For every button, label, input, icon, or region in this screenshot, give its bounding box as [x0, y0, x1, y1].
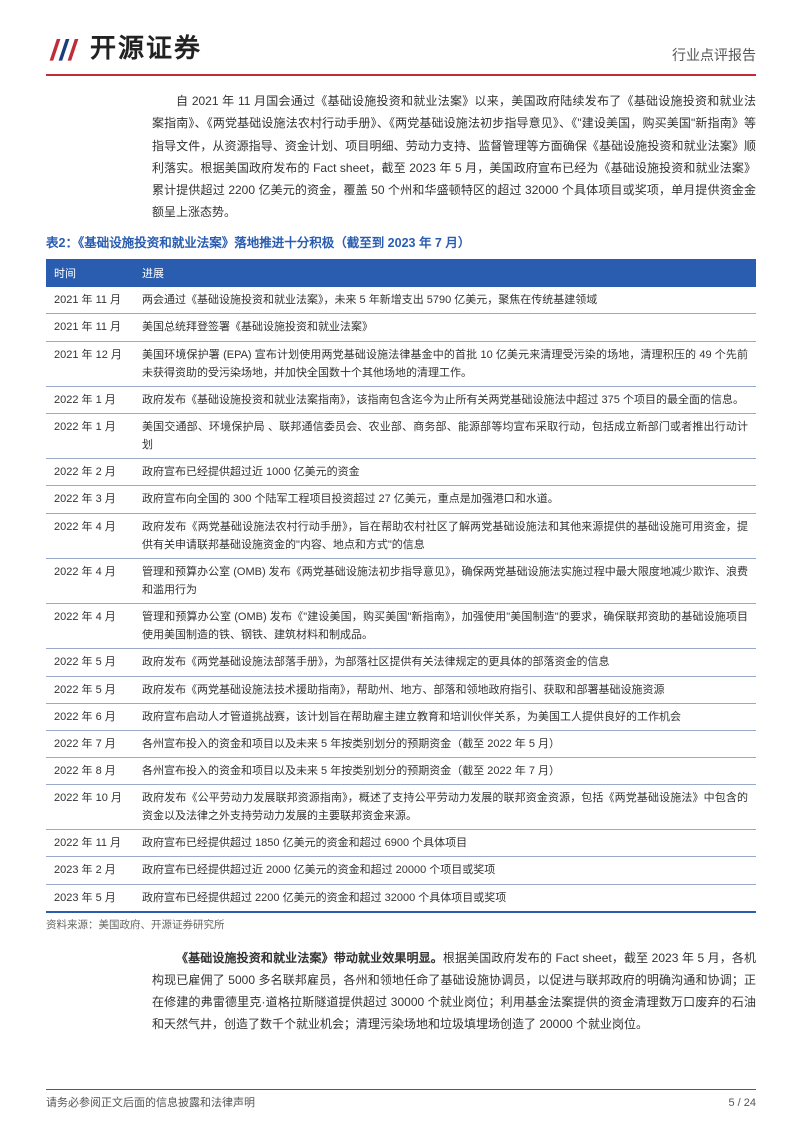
cell-time: 2022 年 2 月: [46, 459, 134, 486]
cell-time: 2022 年 4 月: [46, 558, 134, 603]
cell-progress: 各州宣布投入的资金和项目以及未来 5 年按类别划分的预期资金（截至 2022 年…: [134, 757, 756, 784]
cell-progress: 政府宣布已经提供超过近 2000 亿美元的资金和超过 20000 个项目或奖项: [134, 857, 756, 884]
table-header-row: 时间 进展: [46, 260, 756, 288]
table-row: 2022 年 2 月政府宣布已经提供超过近 1000 亿美元的资金: [46, 459, 756, 486]
cell-time: 2022 年 1 月: [46, 386, 134, 413]
cell-progress: 各州宣布投入的资金和项目以及未来 5 年按类别划分的预期资金（截至 2022 年…: [134, 730, 756, 757]
footer-page-number: 5 / 24: [728, 1094, 756, 1113]
cell-progress: 政府发布《两党基础设施法技术援助指南》，帮助州、地方、部落和领地政府指引、获取和…: [134, 676, 756, 703]
table-source: 资料来源：美国政府、开源证券研究所: [46, 917, 756, 935]
table-row: 2021 年 12 月美国环境保护署 (EPA) 宣布计划使用两党基础设施法律基…: [46, 341, 756, 386]
table-title: 表2：《基础设施投资和就业法案》落地推进十分积极（截至到 2023 年 7 月）: [46, 233, 756, 254]
cell-progress: 政府宣布已经提供超过近 1000 亿美元的资金: [134, 459, 756, 486]
table-row: 2022 年 4 月管理和预算办公室 (OMB) 发布《两党基础设施法初步指导意…: [46, 558, 756, 603]
cell-progress: 管理和预算办公室 (OMB) 发布《"建设美国，购买美国"新指南》，加强使用"美…: [134, 604, 756, 649]
cell-time: 2022 年 4 月: [46, 513, 134, 558]
cell-time: 2022 年 11 月: [46, 830, 134, 857]
cell-time: 2022 年 10 月: [46, 785, 134, 830]
table-row: 2022 年 1 月政府发布《基础设施投资和就业法案指南》，该指南包含迄今为止所…: [46, 386, 756, 413]
footer-disclaimer: 请务必参阅正文后面的信息披露和法律声明: [46, 1094, 255, 1113]
table-row: 2022 年 4 月管理和预算办公室 (OMB) 发布《"建设美国，购买美国"新…: [46, 604, 756, 649]
progress-table: 时间 进展 2021 年 11 月两会通过《基础设施投资和就业法案》，未来 5 …: [46, 259, 756, 913]
cell-progress: 美国交通部、环境保护局 、联邦通信委员会、农业部、商务部、能源部等均宣布采取行动…: [134, 413, 756, 458]
table-row: 2022 年 6 月政府宣布启动人才管道挑战赛，该计划旨在帮助雇主建立教育和培训…: [46, 703, 756, 730]
cell-time: 2022 年 6 月: [46, 703, 134, 730]
page-header: 开源证券 行业点评报告: [46, 26, 756, 76]
cell-time: 2022 年 3 月: [46, 486, 134, 513]
cell-progress: 政府发布《两党基础设施法部落手册》，为部落社区提供有关法律规定的更具体的部落资金…: [134, 649, 756, 676]
cell-time: 2022 年 1 月: [46, 413, 134, 458]
cell-time: 2021 年 12 月: [46, 341, 134, 386]
table-row: 2023 年 2 月政府宣布已经提供超过近 2000 亿美元的资金和超过 200…: [46, 857, 756, 884]
cell-progress: 美国环境保护署 (EPA) 宣布计划使用两党基础设施法律基金中的首批 10 亿美…: [134, 341, 756, 386]
cell-time: 2022 年 4 月: [46, 604, 134, 649]
cell-time: 2023 年 5 月: [46, 884, 134, 912]
table-row: 2022 年 4 月政府发布《两党基础设施法农村行动手册》，旨在帮助农村社区了解…: [46, 513, 756, 558]
cell-time: 2023 年 2 月: [46, 857, 134, 884]
cell-progress: 政府宣布已经提供超过 2200 亿美元的资金和超过 32000 个具体项目或奖项: [134, 884, 756, 912]
cell-progress: 管理和预算办公室 (OMB) 发布《两党基础设施法初步指导意见》，确保两党基础设…: [134, 558, 756, 603]
table-row: 2022 年 5 月政府发布《两党基础设施法技术援助指南》，帮助州、地方、部落和…: [46, 676, 756, 703]
table-row: 2022 年 10 月政府发布《公平劳动力发展联邦资源指南》，概述了支持公平劳动…: [46, 785, 756, 830]
table-row: 2023 年 5 月政府宣布已经提供超过 2200 亿美元的资金和超过 3200…: [46, 884, 756, 912]
table-row: 2022 年 11 月政府宣布已经提供超过 1850 亿美元的资金和超过 690…: [46, 830, 756, 857]
cell-time: 2022 年 8 月: [46, 757, 134, 784]
paragraph-1: 自 2021 年 11 月国会通过《基础设施投资和就业法案》以来，美国政府陆续发…: [152, 90, 756, 223]
cell-time: 2022 年 7 月: [46, 730, 134, 757]
logo-icon: [46, 30, 82, 66]
table-row: 2022 年 8 月各州宣布投入的资金和项目以及未来 5 年按类别划分的预期资金…: [46, 757, 756, 784]
table-row: 2021 年 11 月两会通过《基础设施投资和就业法案》，未来 5 年新增支出 …: [46, 287, 756, 314]
para2-lead: 《基础设施投资和就业法案》带动就业效果明显。: [176, 951, 443, 965]
paragraph-2: 《基础设施投资和就业法案》带动就业效果明显。根据美国政府发布的 Fact she…: [152, 947, 756, 1036]
cell-progress: 政府发布《公平劳动力发展联邦资源指南》，概述了支持公平劳动力发展的联邦资金资源，…: [134, 785, 756, 830]
cell-progress: 政府宣布向全国的 300 个陆军工程项目投资超过 27 亿美元，重点是加强港口和…: [134, 486, 756, 513]
cell-progress: 政府宣布已经提供超过 1850 亿美元的资金和超过 6900 个具体项目: [134, 830, 756, 857]
cell-progress: 两会通过《基础设施投资和就业法案》，未来 5 年新增支出 5790 亿美元，聚焦…: [134, 287, 756, 314]
cell-time: 2022 年 5 月: [46, 649, 134, 676]
cell-progress: 美国总统拜登签署《基础设施投资和就业法案》: [134, 314, 756, 341]
cell-time: 2021 年 11 月: [46, 287, 134, 314]
table-row: 2022 年 7 月各州宣布投入的资金和项目以及未来 5 年按类别划分的预期资金…: [46, 730, 756, 757]
cell-time: 2021 年 11 月: [46, 314, 134, 341]
logo: 开源证券: [46, 26, 202, 70]
cell-progress: 政府宣布启动人才管道挑战赛，该计划旨在帮助雇主建立教育和培训伙伴关系，为美国工人…: [134, 703, 756, 730]
table-row: 2022 年 5 月政府发布《两党基础设施法部落手册》，为部落社区提供有关法律规…: [46, 649, 756, 676]
logo-text: 开源证券: [90, 26, 202, 70]
cell-time: 2022 年 5 月: [46, 676, 134, 703]
col-progress: 进展: [134, 260, 756, 288]
report-type: 行业点评报告: [672, 44, 756, 70]
table-row: 2022 年 3 月政府宣布向全国的 300 个陆军工程项目投资超过 27 亿美…: [46, 486, 756, 513]
page-footer: 请务必参阅正文后面的信息披露和法律声明 5 / 24: [46, 1089, 756, 1113]
cell-progress: 政府发布《基础设施投资和就业法案指南》，该指南包含迄今为止所有关两党基础设施法中…: [134, 386, 756, 413]
table-row: 2022 年 1 月美国交通部、环境保护局 、联邦通信委员会、农业部、商务部、能…: [46, 413, 756, 458]
table-row: 2021 年 11 月美国总统拜登签署《基础设施投资和就业法案》: [46, 314, 756, 341]
cell-progress: 政府发布《两党基础设施法农村行动手册》，旨在帮助农村社区了解两党基础设施法和其他…: [134, 513, 756, 558]
col-time: 时间: [46, 260, 134, 288]
